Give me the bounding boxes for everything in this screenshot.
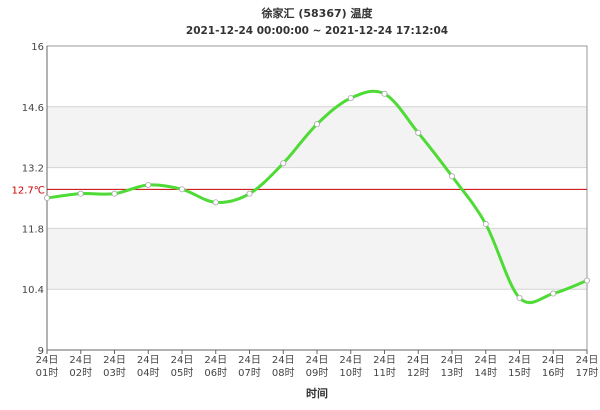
chart-subtitle: 2021-12-24 00:00:00 ~ 2021-12-24 17:12:0… (186, 25, 448, 37)
y-axis-ticks: 9 10.4 11.8 13.2 14.6 16 (22, 42, 44, 357)
data-point (381, 90, 388, 97)
x-tick-label: 24日 15时 (508, 355, 531, 379)
data-point (280, 160, 287, 167)
y-tick-label: 10.4 (22, 285, 44, 296)
data-point (44, 194, 51, 201)
data-point (212, 199, 219, 206)
reference-line-label: 12.7℃ (12, 185, 46, 196)
data-point (448, 173, 455, 180)
reference-line-group: 12.7℃ (12, 185, 587, 196)
x-axis-title: 时间 (306, 386, 328, 400)
chart-title: 徐家汇 (58367) 温度 (261, 6, 374, 20)
x-tick-label: 24日 04时 (137, 355, 160, 379)
x-tick-label: 24日 03时 (103, 355, 126, 379)
data-point (178, 186, 185, 193)
x-tick-label: 24日 06时 (204, 355, 227, 379)
data-point (516, 294, 523, 301)
grid-band (47, 106, 587, 168)
data-point (482, 221, 489, 228)
y-tick-label: 11.8 (22, 224, 44, 235)
y-tick-label: 16 (31, 42, 44, 53)
data-point (550, 290, 557, 297)
x-tick-label: 24日 02时 (69, 355, 92, 379)
x-tick-label: 24日 13时 (441, 355, 464, 379)
x-tick-label: 24日 17时 (576, 355, 599, 379)
x-tick-label: 24日 01时 (36, 355, 59, 379)
x-tick-label: 24日 05时 (171, 355, 194, 379)
x-tick-label: 24日 11时 (373, 355, 396, 379)
x-tick-label: 24日 07时 (238, 355, 261, 379)
x-tick-label: 24日 08时 (272, 355, 295, 379)
x-tick-label: 24日 10时 (339, 355, 362, 379)
x-tick-label: 24日 09时 (306, 355, 329, 379)
y-tick-label: 9 (38, 346, 44, 357)
x-tick-label: 24日 16时 (542, 355, 565, 379)
data-point (77, 190, 84, 197)
grid-band (47, 228, 587, 290)
x-tick-label: 24日 14时 (474, 355, 497, 379)
y-tick-label: 14.6 (22, 103, 44, 114)
data-point (584, 277, 591, 284)
plot-bands (47, 106, 587, 290)
data-point (111, 190, 118, 197)
data-points (44, 90, 591, 301)
data-point (313, 121, 320, 128)
data-point (145, 181, 152, 188)
data-point (347, 95, 354, 102)
y-tick-label: 13.2 (22, 164, 44, 175)
data-point (246, 190, 253, 197)
x-axis-ticks: 24日 01时 24日 02时 24日 03时 24日 04时 24日 05时 24日 06时 24日 0… (36, 350, 599, 379)
data-point (415, 129, 422, 136)
x-tick-label: 24日 12时 (407, 355, 430, 379)
